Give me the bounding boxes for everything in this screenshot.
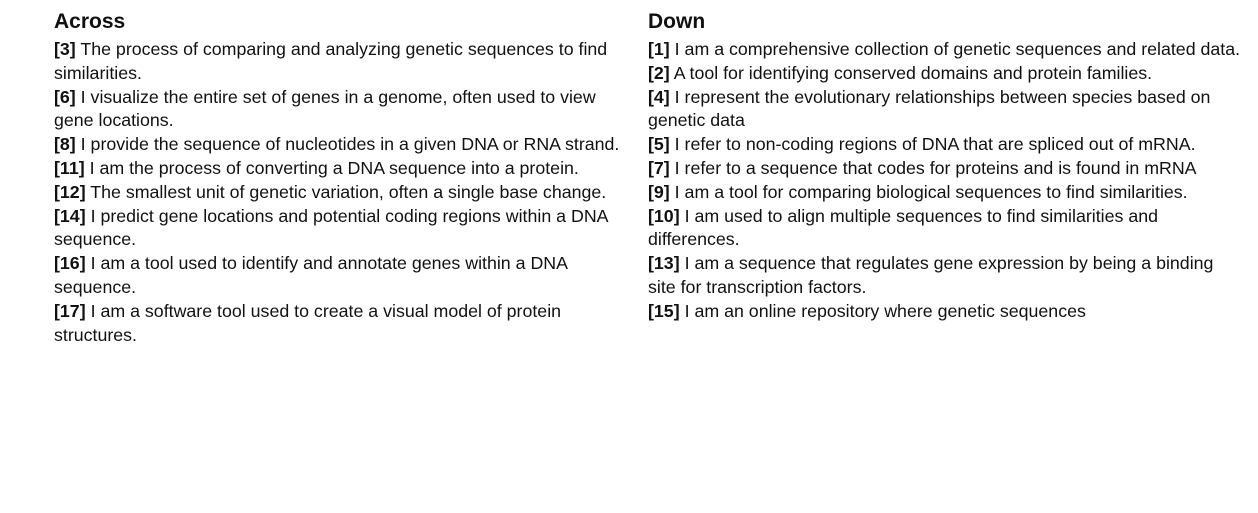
clue-number: [16] (54, 253, 86, 274)
clue-number: [2] (648, 62, 670, 83)
down-clue-10: [10] I am used to align multiple sequenc… (648, 205, 1243, 253)
clue-text: I represent the evolutionary relationshi… (648, 86, 1211, 131)
across-heading: Across (54, 10, 126, 33)
across-column: Across [3] The process of comparing and … (54, 8, 629, 347)
clue-number: [9] (648, 181, 670, 202)
clue-number: [13] (648, 253, 680, 274)
clue-number: [6] (54, 86, 76, 107)
clue-text: I refer to a sequence that codes for pro… (669, 157, 1197, 178)
down-column: Down [1] I am a comprehensive collection… (648, 8, 1243, 324)
clue-text: I am a software tool used to create a vi… (54, 300, 562, 345)
down-clue-4: [4] I represent the evolutionary relatio… (648, 86, 1243, 134)
clue-text: The smallest unit of genetic variation, … (85, 181, 607, 202)
clue-text: I refer to non-coding regions of DNA tha… (669, 134, 1196, 155)
down-heading: Down (648, 10, 706, 33)
clue-text: I am a tool used to identify and annotat… (54, 253, 568, 297)
clue-number: [7] (648, 157, 670, 178)
across-clue-6: [6] I visualize the entire set of genes … (54, 86, 629, 134)
down-clue-15: [15] I am an online repository where gen… (648, 300, 1243, 324)
clue-number: [4] (648, 86, 670, 107)
clue-number: [14] (54, 205, 86, 226)
clue-text: A tool for identifying conserved domains… (669, 62, 1153, 83)
across-clue-16: [16] I am a tool used to identify and an… (54, 252, 629, 300)
clue-number: [8] (54, 134, 76, 155)
down-clue-5: [5] I refer to non-coding regions of DNA… (648, 133, 1243, 157)
down-clue-13: [13] I am a sequence that regulates gene… (648, 252, 1243, 300)
clue-text: I am a comprehensive collection of genet… (669, 39, 1241, 59)
across-clue-12: [12] The smallest unit of genetic variat… (54, 181, 629, 205)
clue-number: [5] (648, 134, 670, 155)
across-clue-14: [14] I predict gene locations and potent… (54, 205, 629, 253)
across-clue-8: [8] I provide the sequence of nucleotide… (54, 133, 629, 157)
clue-text: I visualize the entire set of genes in a… (54, 86, 596, 131)
across-clue-11: [11] I am the process of converting a DN… (54, 157, 629, 181)
clue-text: I am an online repository where genetic … (679, 300, 1086, 321)
clue-number: [11] (54, 157, 85, 178)
clue-text: I am a sequence that regulates gene expr… (648, 253, 1214, 297)
clue-text: I predict gene locations and potential c… (54, 205, 608, 250)
down-clue-2: [2] A tool for identifying conserved dom… (648, 62, 1243, 86)
clue-number: [3] (54, 39, 76, 59)
across-clue-17: [17] I am a software tool used to create… (54, 300, 629, 348)
clue-text: I am used to align multiple sequences to… (648, 205, 1158, 250)
clue-text: I provide the sequence of nucleotides in… (75, 134, 620, 155)
across-clue-3: [3] The process of comparing and analyzi… (54, 38, 629, 86)
clue-number: [10] (648, 205, 680, 226)
clue-number: [15] (648, 300, 680, 321)
clue-text: I am the process of converting a DNA seq… (84, 157, 579, 178)
clue-text: The process of comparing and analyzing g… (54, 39, 608, 83)
down-clue-9: [9] I am a tool for comparing biological… (648, 181, 1243, 205)
down-clue-7: [7] I refer to a sequence that codes for… (648, 157, 1243, 181)
clue-number: [17] (54, 300, 86, 321)
clue-text: I am a tool for comparing biological seq… (669, 181, 1188, 202)
down-clue-1: [1] I am a comprehensive collection of g… (648, 38, 1243, 62)
clue-number: [12] (54, 181, 86, 202)
clue-number: [1] (648, 39, 670, 59)
